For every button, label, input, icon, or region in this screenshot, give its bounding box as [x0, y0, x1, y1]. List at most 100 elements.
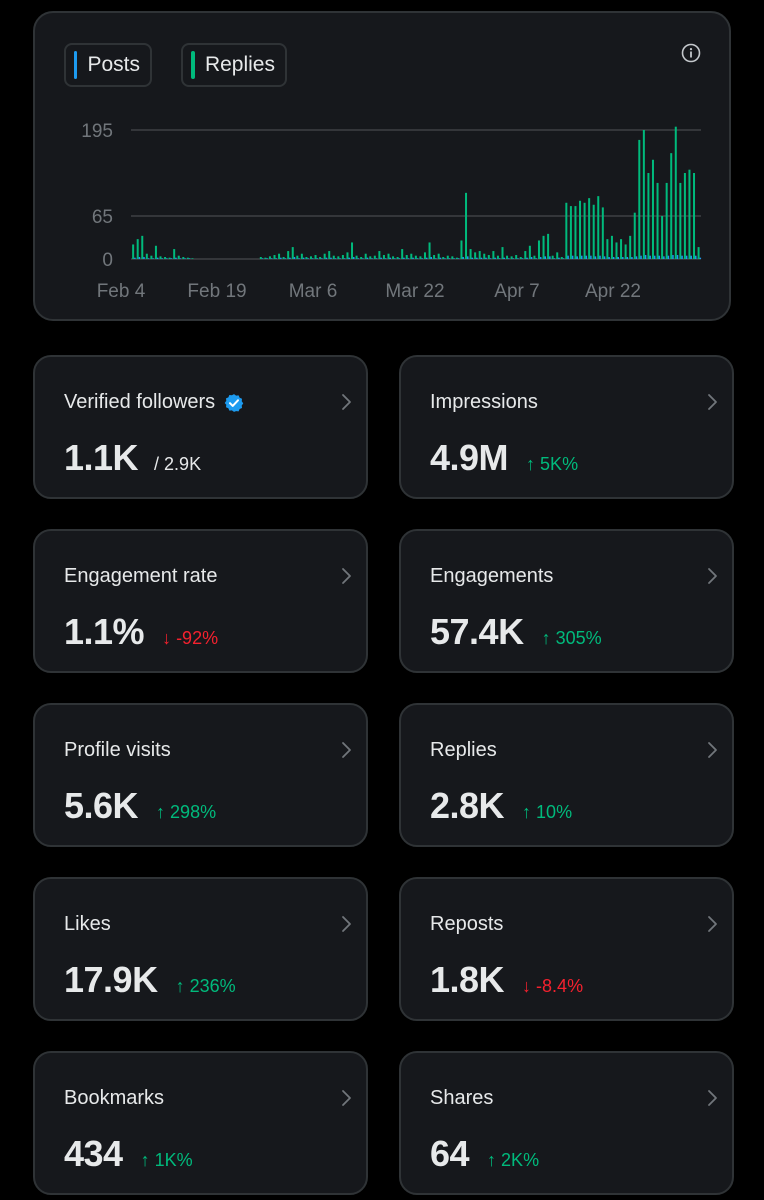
stat-card-engagement-rate[interactable]: Engagement rate 1.1% ↓ -92% [33, 529, 368, 673]
posts-bar [152, 258, 154, 259]
posts-bar [398, 258, 401, 259]
replies-bar [455, 257, 458, 259]
stat-label: Impressions [430, 391, 538, 414]
replies-bar [132, 244, 135, 259]
stat-card-profile-visits[interactable]: Profile visits 5.6K ↑ 298% [33, 703, 368, 847]
replies-bar [656, 182, 659, 259]
stat-value-row: 1.1% ↓ -92% [64, 611, 218, 653]
chevron-right-icon [708, 742, 717, 758]
replies-bar [346, 252, 349, 259]
posts-bar [289, 257, 291, 259]
stat-change: ↑ 10% [522, 802, 573, 822]
replies-bar [323, 253, 326, 259]
posts-bar [316, 258, 319, 259]
replies-bar [392, 256, 395, 259]
replies-bar [519, 257, 522, 259]
replies-bar [629, 235, 632, 259]
stat-value: 1.8K [430, 959, 505, 1000]
posts-bar [530, 257, 533, 259]
replies-bar [597, 196, 600, 259]
posts-bar [480, 257, 483, 259]
replies-bar [547, 233, 550, 259]
stat-card-likes[interactable]: Likes 17.9K ↑ 236% [33, 877, 368, 1021]
legend-replies-toggle[interactable]: Replies [181, 43, 287, 87]
replies-bar [588, 198, 591, 259]
replies-bar [528, 245, 531, 259]
posts-bar [348, 257, 350, 259]
posts-bar [521, 258, 524, 259]
x-tick-label: Feb 19 [187, 281, 246, 302]
replies-bar [583, 202, 586, 259]
replies-bar [601, 207, 604, 259]
posts-bar [690, 255, 692, 259]
posts-bar [166, 258, 168, 259]
posts-bar [485, 257, 487, 259]
stat-card-verified-followers[interactable]: Verified followers 1.1K / 2.9K [33, 355, 368, 499]
stat-value-row: 1.8K ↓ -8.4% [430, 959, 583, 1001]
activity-chart-card: 195 65 0 Feb 4 Feb 19 Mar 6 Mar 22 Apr 7 Apr 22 … [33, 11, 731, 321]
replies-bar [382, 255, 385, 259]
posts-bar [188, 258, 191, 259]
replies-bar [670, 153, 673, 259]
replies-bar [351, 242, 354, 259]
stat-change: ↑ 1K% [140, 1150, 193, 1170]
posts-bar [462, 257, 464, 259]
replies-bar [337, 256, 340, 259]
legend-posts-toggle[interactable]: Posts [64, 43, 152, 87]
replies-bar [501, 247, 504, 259]
posts-bar [307, 258, 309, 259]
stat-label: Reposts [430, 913, 503, 936]
posts-bar [685, 255, 688, 259]
posts-bar [663, 256, 665, 259]
stat-change: ↑ 5K% [526, 454, 579, 474]
replies-bar [647, 173, 650, 259]
stat-card-shares[interactable]: Shares 64 ↑ 2K% [399, 1051, 734, 1195]
activity-chart: 195 65 0 Feb 4 Feb 19 Mar 6 Mar 22 Apr 7 Apr 22 [81, 121, 702, 302]
stat-change: ↓ -92% [162, 628, 219, 648]
stat-value: 2.8K [430, 785, 505, 826]
stat-label-text: Bookmarks [64, 1087, 165, 1109]
stat-label-text: Engagements [430, 565, 554, 587]
info-icon[interactable] [681, 43, 701, 63]
stat-value-row: 434 ↑ 1K% [64, 1133, 193, 1175]
replies-bar [661, 216, 664, 259]
posts-bar [439, 257, 442, 259]
replies-bar [437, 253, 440, 259]
posts-bar [357, 258, 360, 259]
posts-bar [339, 258, 341, 259]
posts-bar [631, 257, 633, 259]
stat-label-text: Shares [430, 1087, 494, 1109]
posts-bar [590, 255, 592, 259]
stat-card-impressions[interactable]: Impressions 4.9M ↑ 5K% [399, 355, 734, 499]
replies-bar [506, 255, 509, 259]
posts-bar [448, 258, 451, 259]
replies-bar [396, 257, 399, 259]
replies-bar [428, 242, 431, 259]
posts-bar [653, 255, 656, 259]
posts-bar [298, 258, 300, 259]
posts-bar [612, 257, 615, 259]
replies-bar [624, 244, 627, 259]
posts-bar [284, 258, 287, 259]
chevron-right-icon [708, 394, 717, 410]
legend-replies-label: Replies [204, 53, 275, 76]
replies-bar [683, 173, 686, 259]
posts-bar [512, 258, 515, 259]
stat-card-bookmarks[interactable]: Bookmarks 434 ↑ 1K% [33, 1051, 368, 1195]
stat-label-text: Replies [430, 739, 497, 761]
replies-bar [478, 251, 481, 259]
stat-card-engagements[interactable]: Engagements 57.4K ↑ 305% [399, 529, 734, 673]
replies-bar [264, 257, 267, 259]
replies-bar [369, 256, 372, 259]
stat-card-reposts[interactable]: Reposts 1.8K ↓ -8.4% [399, 877, 734, 1021]
stat-value-row: 5.6K ↑ 298% [64, 785, 216, 827]
posts-bar [143, 257, 145, 259]
replies-bar [693, 173, 696, 259]
posts-bar [467, 256, 469, 259]
posts-bar [416, 258, 419, 259]
posts-bar [325, 257, 328, 259]
stat-card-replies[interactable]: Replies 2.8K ↑ 10% [399, 703, 734, 847]
posts-bar [412, 257, 414, 259]
posts-bar [302, 257, 305, 259]
posts-bar [371, 258, 373, 259]
